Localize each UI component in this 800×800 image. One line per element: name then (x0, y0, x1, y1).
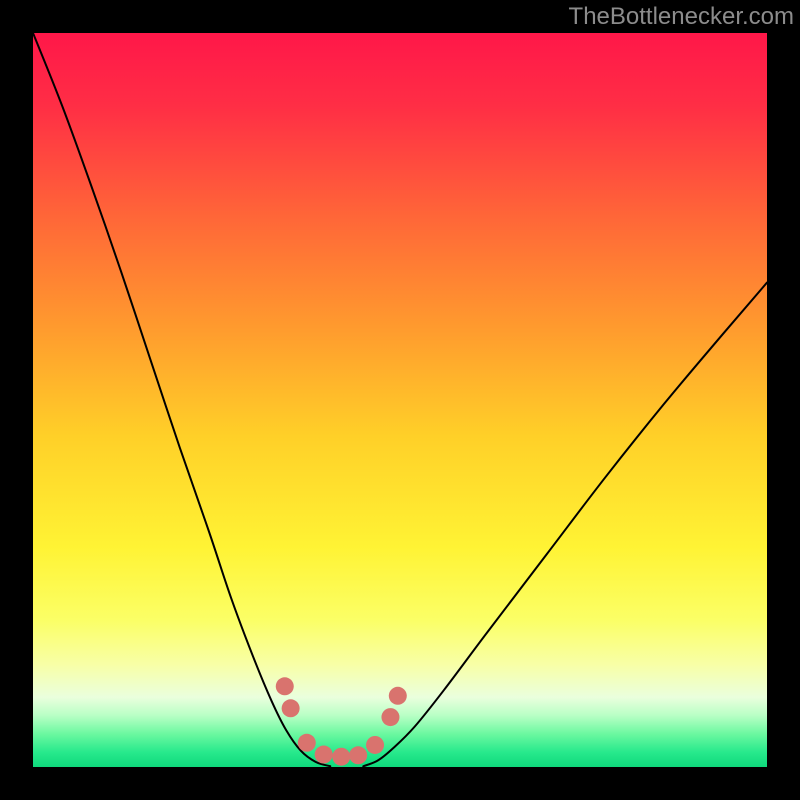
marker-point (366, 736, 384, 754)
marker-point (276, 677, 294, 695)
marker-point (315, 746, 333, 764)
marker-point (332, 748, 350, 766)
marker-point (349, 746, 367, 764)
marker-point (381, 708, 399, 726)
gradient-background (33, 33, 767, 767)
plot-svg (33, 33, 767, 767)
marker-point (298, 734, 316, 752)
marker-point (389, 687, 407, 705)
watermark-text: TheBottlenecker.com (569, 3, 794, 31)
marker-point (282, 699, 300, 717)
plot-area (33, 33, 767, 767)
